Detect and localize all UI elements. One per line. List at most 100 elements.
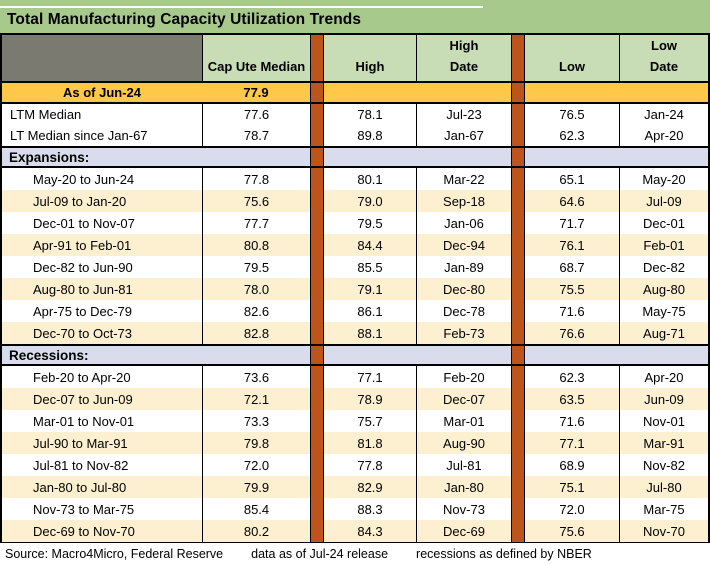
- low-cell: 62.3: [559, 128, 585, 143]
- row-label-cell: Dec-01 to Nov-07: [33, 215, 135, 231]
- header-label: Date: [449, 59, 479, 74]
- high-date-cell: Mar-22: [416, 168, 511, 190]
- separator-bar: [310, 366, 324, 388]
- table-row: Feb-20 to Apr-20 73.6 77.1 Feb-20 62.3 Apr-20: [2, 366, 708, 388]
- cap-ute-cell: 78.7: [202, 125, 310, 146]
- row-label-cell: Jul-09 to Jan-20: [33, 193, 127, 209]
- as-of-text: data as of Jul-24 release: [251, 547, 389, 561]
- high-cell: 75.7: [357, 413, 383, 429]
- separator-bar: [310, 168, 324, 190]
- low-date-cell: Apr-20: [619, 366, 708, 388]
- low-date-cell: May-75: [619, 300, 708, 322]
- separator-bar: [310, 498, 324, 520]
- cap-ute-cell: 79.5: [202, 256, 310, 278]
- low-cell: 71.7: [559, 215, 585, 231]
- row-label-cell: Jan-80 to Jul-80: [33, 479, 127, 495]
- row-label-cell: Jul-81 to Nov-82: [33, 457, 129, 473]
- separator-bar: [511, 35, 525, 81]
- separator-bar: [511, 388, 525, 410]
- row-label-cell: Dec-07 to Jun-09: [33, 391, 133, 407]
- high-date-cell: Nov-73: [416, 498, 511, 520]
- title-bar: Total Manufacturing Capacity Utilization…: [0, 0, 710, 35]
- table-row: Mar-01 to Nov-01 73.3 75.7 Mar-01 71.6 Nov-01: [2, 410, 708, 432]
- row-label-cell: Expansions:: [9, 149, 90, 165]
- section-header-row: Recessions:: [2, 344, 708, 366]
- low-cell: 71.6: [559, 303, 585, 319]
- cap-ute-cell: 79.9: [202, 476, 310, 498]
- recessions-note-text: recessions as defined by NBER: [416, 547, 592, 561]
- separator-bar: [310, 300, 324, 322]
- high-date-cell: Jan-80: [416, 476, 511, 498]
- low-cell: 63.5: [559, 391, 585, 407]
- low-date-cell: May-20: [619, 168, 708, 190]
- separator-bar: [310, 432, 324, 454]
- high-cell: 84.3: [357, 523, 383, 539]
- header-cap-ute-median: Cap Ute Median: [202, 35, 310, 81]
- high-date-cell: [416, 148, 511, 166]
- row-label-cell: Dec-82 to Jun-90: [33, 259, 133, 275]
- table-row: Apr-91 to Feb-01 80.8 84.4 Dec-94 76.1 Feb-01: [2, 234, 708, 256]
- low-cell: 68.7: [559, 259, 585, 275]
- high-date-cell: Jan-06: [416, 212, 511, 234]
- high-date-cell: Feb-20: [416, 366, 511, 388]
- separator-bar: [310, 410, 324, 432]
- high-date-cell: Dec-94: [416, 234, 511, 256]
- high-date-cell: Aug-90: [416, 432, 511, 454]
- separator-bar: [511, 454, 525, 476]
- high-cell: [324, 346, 416, 364]
- low-date-cell: Dec-01: [619, 212, 708, 234]
- high-date-cell: Sep-18: [416, 190, 511, 212]
- low-date-cell: Feb-01: [619, 234, 708, 256]
- header-label: Date: [649, 59, 679, 74]
- low-cell: 65.1: [559, 171, 585, 187]
- separator-bar: [511, 256, 525, 278]
- cap-ute-cell: 73.3: [202, 410, 310, 432]
- separator-bar: [310, 388, 324, 410]
- separator-bar: [310, 83, 324, 102]
- source-text: Source: Macro4Micro, Federal Reserve: [5, 547, 224, 561]
- cap-ute-cell: 80.8: [202, 234, 310, 256]
- capacity-table: Cap Ute Median High High Date Low Low Da…: [0, 35, 710, 543]
- low-date-cell: Jan-24: [619, 104, 708, 125]
- low-date-cell: Dec-82: [619, 256, 708, 278]
- row-label-cell: Nov-73 to Mar-75: [33, 501, 135, 517]
- header-empty-cell: [2, 35, 202, 81]
- high-date-cell: Feb-73: [416, 322, 511, 344]
- high-cell: 79.0: [357, 193, 383, 209]
- high-cell: 86.1: [357, 303, 383, 319]
- row-label-cell: Dec-70 to Oct-73: [33, 325, 132, 341]
- low-cell: 77.1: [559, 435, 585, 451]
- low-date-cell: Mar-75: [619, 498, 708, 520]
- separator-bar: [511, 278, 525, 300]
- low-cell: 75.6: [559, 523, 585, 539]
- high-date-cell: Jul-23: [416, 104, 511, 125]
- separator-bar: [310, 148, 324, 166]
- table-body: As of Jun-24 77.9 LTM Median 77.6 78.1 Jul-23…: [2, 83, 708, 542]
- table-row: Apr-75 to Dec-79 82.6 86.1 Dec-78 71.6 May-75: [2, 300, 708, 322]
- high-date-cell: Dec-78: [416, 300, 511, 322]
- separator-bar: [310, 346, 324, 364]
- separator-bar: [511, 83, 525, 102]
- header-high-date: High Date: [416, 35, 511, 81]
- high-cell: 84.4: [357, 237, 383, 253]
- low-date-cell: Jun-09: [619, 388, 708, 410]
- low-date-cell: [619, 346, 708, 364]
- cap-ute-cell: 80.2: [202, 520, 310, 542]
- high-date-cell: Jan-67: [416, 125, 511, 146]
- header-low: Low: [525, 35, 619, 81]
- source-footer: Source: Macro4Micro, Federal Reserve dat…: [0, 543, 710, 565]
- separator-bar: [511, 300, 525, 322]
- separator-bar: [310, 190, 324, 212]
- high-cell: 79.1: [357, 281, 383, 297]
- high-date-cell: Jan-89: [416, 256, 511, 278]
- high-date-cell: [416, 83, 511, 102]
- row-label-cell: Apr-75 to Dec-79: [33, 303, 132, 319]
- table-row: Jul-81 to Nov-82 72.0 77.8 Jul-81 68.9 Nov-82: [2, 454, 708, 476]
- cap-ute-cell: 82.8: [202, 322, 310, 344]
- header-label: Low: [651, 38, 677, 53]
- low-date-cell: Nov-82: [619, 454, 708, 476]
- table-row: LTM Median 77.6 78.1 Jul-23 76.5 Jan-24: [2, 104, 708, 125]
- separator-bar: [511, 366, 525, 388]
- low-date-cell: Aug-80: [619, 278, 708, 300]
- cap-ute-cell: 72.1: [202, 388, 310, 410]
